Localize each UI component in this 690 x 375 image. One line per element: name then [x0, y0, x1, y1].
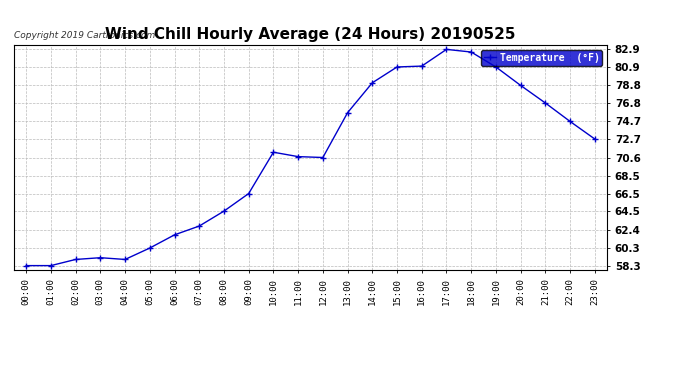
Legend: Temperature  (°F): Temperature (°F): [481, 50, 602, 66]
Text: Copyright 2019 Cartronics.com: Copyright 2019 Cartronics.com: [14, 32, 155, 40]
Title: Wind Chill Hourly Average (24 Hours) 20190525: Wind Chill Hourly Average (24 Hours) 201…: [106, 27, 515, 42]
